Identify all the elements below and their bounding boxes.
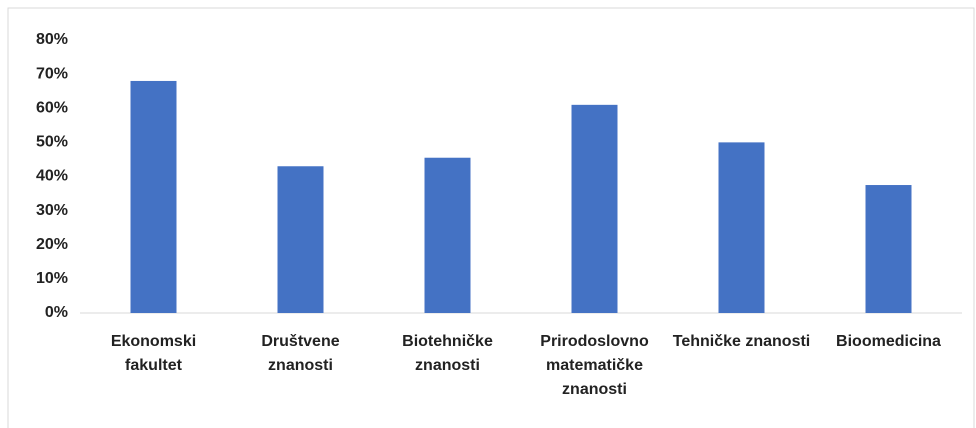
chart-border xyxy=(7,7,975,428)
y-tick-label: 70% xyxy=(36,65,68,82)
y-tick-label: 50% xyxy=(36,134,68,151)
x-tick-label: Prirodoslovno matematičke znanosti xyxy=(540,333,649,398)
y-tick-label: 0% xyxy=(45,304,68,321)
y-tick-label: 30% xyxy=(36,202,68,219)
bar xyxy=(865,185,912,313)
x-tick-label: Biotehničke znanosti xyxy=(402,333,493,374)
bar xyxy=(718,142,765,313)
y-tick-label: 20% xyxy=(36,236,68,253)
bar xyxy=(130,80,177,313)
x-tick-label: Ekonomski fakultet xyxy=(110,333,197,374)
y-tick-label: 40% xyxy=(36,168,68,185)
bar xyxy=(424,157,471,313)
y-tick-label: 80% xyxy=(36,31,68,48)
x-tick-label: Tehničke znanosti xyxy=(672,333,811,350)
y-tick-label: 10% xyxy=(36,270,68,287)
bar xyxy=(277,166,324,313)
y-tick-label: 60% xyxy=(36,99,68,116)
x-tick-label: Bioomedicina xyxy=(836,333,941,350)
x-tick-label: Društvene znanosti xyxy=(261,333,340,374)
bar xyxy=(571,104,618,314)
